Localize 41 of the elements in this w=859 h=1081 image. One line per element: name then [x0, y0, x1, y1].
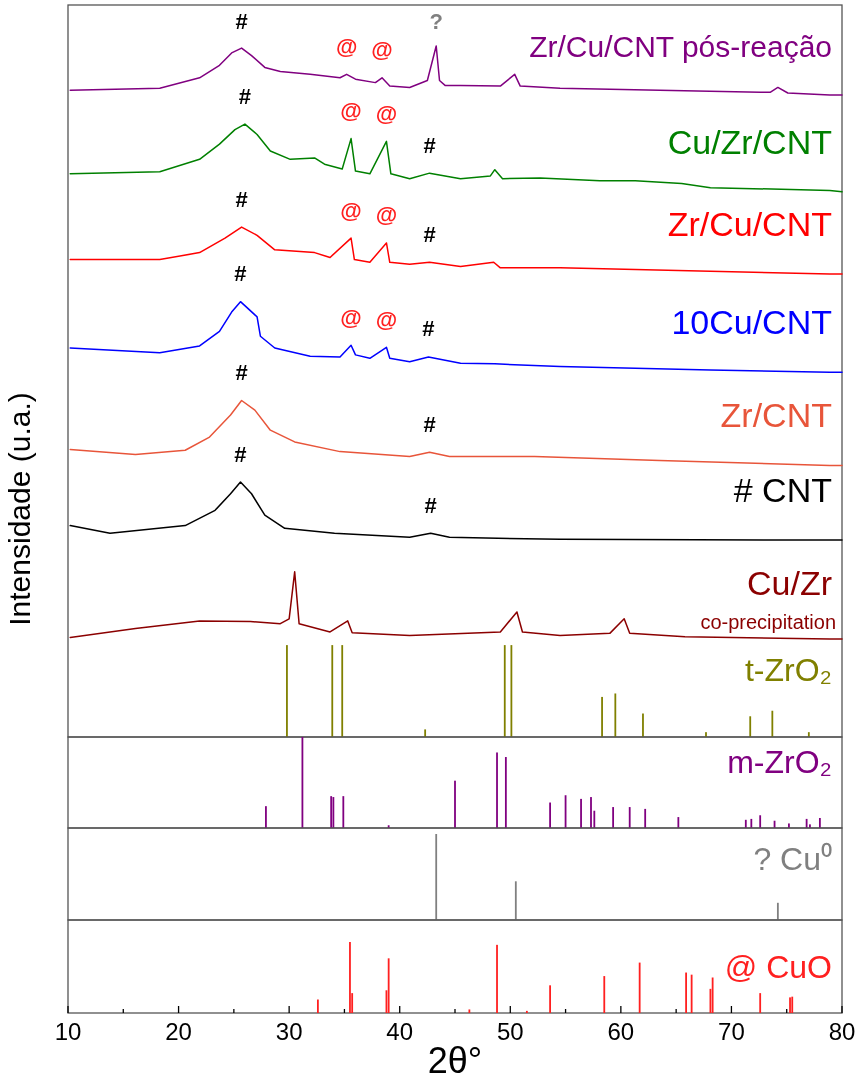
x-tick-label: 10	[54, 1018, 82, 1045]
annotation: #	[423, 221, 436, 247]
x-tick-label: 40	[386, 1018, 414, 1045]
series-label: Zr/Cu/CNT	[667, 205, 832, 244]
series-label: Zr/CNT	[720, 396, 832, 435]
y-axis-title: Intensidade (u.a.)	[3, 392, 36, 626]
annotation: #	[424, 492, 437, 518]
annotation: @	[375, 100, 398, 126]
annotation: #	[238, 83, 252, 109]
annotation: #	[235, 8, 248, 34]
series-label: # CNT	[733, 471, 832, 510]
annotation: #	[423, 132, 436, 158]
annotation: #	[234, 441, 247, 467]
series-label: t-ZrO₂	[744, 652, 832, 689]
annotation: @	[335, 33, 358, 59]
annotation: @	[371, 37, 393, 63]
x-axis-title: 2θ°	[427, 1040, 483, 1081]
series-label: Cu/Zr co-precipitation	[700, 563, 836, 633]
series-label: ? Cu⁰	[753, 841, 832, 877]
series-label: m-ZrO₂	[727, 744, 832, 780]
annotation: @	[340, 98, 362, 124]
series-label: Cu/Zr/CNT	[667, 122, 832, 161]
x-tick-label: 20	[165, 1018, 192, 1045]
x-tick-label: 70	[718, 1018, 745, 1045]
annotation: @	[340, 304, 362, 330]
annotation: #	[422, 316, 435, 342]
x-tick-label: 50	[496, 1018, 524, 1045]
annotation: @	[375, 306, 398, 332]
annotation: ?	[429, 8, 443, 34]
annotation: #	[235, 186, 248, 212]
annotation: #	[423, 411, 436, 437]
x-tick-label: 60	[607, 1018, 635, 1045]
series-label: 10Cu/CNT	[671, 303, 832, 342]
annotation: #	[234, 261, 247, 287]
annotation: @	[340, 197, 362, 223]
series-label: Zr/Cu/CNT pós-reação	[529, 30, 832, 64]
series-label: @ CuO	[724, 949, 832, 985]
annotation: #	[235, 359, 248, 385]
x-tick-label: 30	[275, 1018, 303, 1045]
annotation: @	[375, 202, 398, 228]
x-tick-label: 80	[828, 1018, 856, 1045]
